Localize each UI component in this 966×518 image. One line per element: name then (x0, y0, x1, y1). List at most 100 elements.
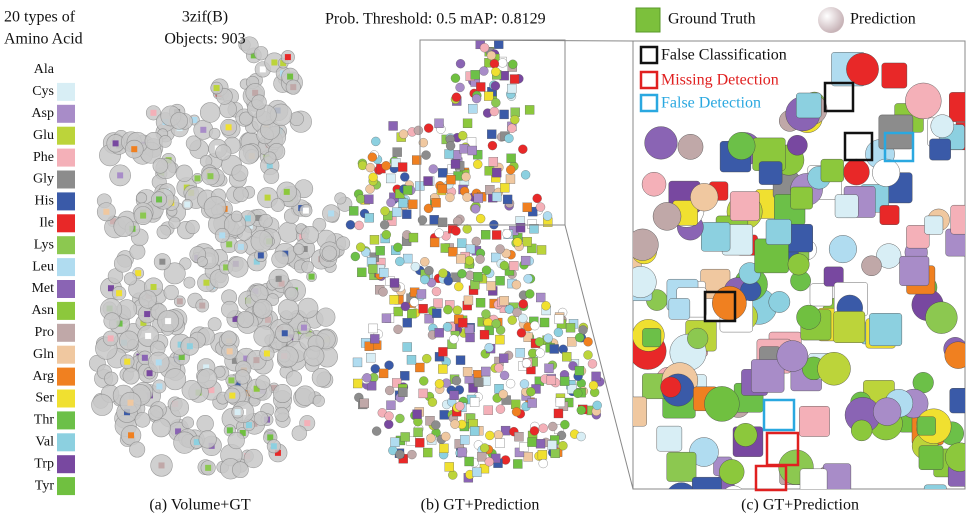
caption: (c) GT+Prediction (741, 497, 859, 514)
residue (873, 397, 902, 426)
residue (486, 281, 496, 291)
volume-blob (270, 198, 285, 212)
residue (516, 328, 527, 338)
residue (445, 141, 456, 151)
residue (381, 230, 391, 240)
annotation-box (823, 81, 855, 113)
residue (704, 386, 740, 422)
residue (879, 205, 900, 225)
residue (368, 264, 378, 274)
residue (652, 202, 682, 231)
residue (828, 235, 857, 264)
residue (872, 158, 901, 187)
residue (290, 84, 297, 91)
volume-blob (238, 144, 260, 165)
residue (116, 290, 123, 297)
residue (450, 159, 461, 169)
residue (562, 352, 572, 362)
residue (587, 359, 598, 369)
residue (428, 164, 438, 174)
color-swatch (57, 411, 75, 430)
residue (553, 408, 564, 419)
residue (690, 183, 719, 212)
residue (424, 313, 434, 324)
residue (519, 379, 530, 389)
residue (494, 363, 504, 373)
volume-blob (233, 186, 249, 203)
residue (547, 440, 557, 450)
residue (418, 388, 428, 399)
residue (231, 357, 238, 364)
residue (140, 212, 147, 219)
residue (370, 364, 380, 374)
residue (462, 192, 472, 202)
residue (433, 298, 443, 308)
residue (462, 224, 472, 234)
residue (499, 370, 510, 381)
residue (203, 364, 210, 371)
residue (464, 324, 475, 334)
amino-label: Thr (34, 413, 55, 428)
amino-label: Asp (31, 106, 54, 121)
residue (381, 161, 391, 171)
volume-blob (230, 210, 243, 223)
residue (479, 43, 490, 53)
volume-blob (273, 384, 292, 404)
residue (470, 279, 480, 290)
residue (408, 199, 418, 209)
volume-blob (151, 418, 171, 438)
residue (522, 237, 532, 247)
residue (178, 353, 185, 360)
volume-blob (168, 216, 181, 229)
residue (232, 315, 239, 322)
residue (507, 123, 517, 133)
volume-blob (271, 250, 289, 268)
color-swatch (57, 61, 75, 79)
residue (431, 198, 441, 208)
residue (534, 337, 545, 347)
residue (393, 242, 403, 252)
color-swatch (57, 345, 75, 364)
ground-truth-icon (635, 7, 661, 33)
residue (535, 348, 545, 358)
residue (368, 323, 378, 334)
residue (177, 341, 184, 348)
residue (518, 299, 528, 309)
volume-blob (163, 284, 179, 301)
residue (719, 459, 745, 485)
residue (727, 132, 756, 160)
residue (266, 162, 273, 169)
amino-label: Pro (35, 325, 54, 340)
residue (576, 431, 586, 442)
volume-blob (107, 268, 124, 284)
residue (403, 253, 413, 264)
residue (165, 318, 172, 325)
residue (765, 219, 792, 245)
volume-blob (196, 368, 218, 389)
residue (565, 323, 576, 333)
volume-blob (284, 286, 299, 301)
annotation-label: False Classification (661, 47, 787, 64)
residue (499, 260, 510, 271)
residue (485, 430, 495, 441)
residue (441, 431, 451, 442)
residue (438, 347, 448, 357)
residue (444, 462, 454, 472)
residue (468, 104, 478, 114)
volume-blob (129, 441, 146, 458)
residue (633, 396, 647, 427)
residue (424, 265, 434, 276)
residue (208, 387, 215, 394)
residue (535, 202, 546, 212)
amino-label: Met (31, 281, 54, 296)
residue (538, 423, 548, 433)
residue (176, 298, 183, 305)
residue (352, 357, 363, 368)
residue (370, 334, 380, 344)
residue (574, 366, 585, 376)
residue (365, 162, 375, 173)
color-swatch (57, 104, 75, 123)
residue (284, 54, 291, 61)
residue (530, 320, 540, 331)
